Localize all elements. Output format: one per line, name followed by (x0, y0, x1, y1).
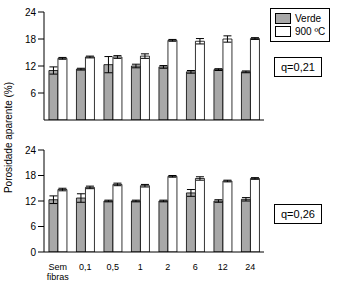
svg-text:0,5: 0,5 (106, 262, 119, 272)
svg-text:24: 24 (25, 145, 37, 156)
svg-text:6: 6 (30, 88, 36, 99)
html-text:Porosidade aparente (%): Porosidade aparente (%) (2, 81, 14, 194)
svg-text:12: 12 (218, 262, 228, 272)
svg-text:0: 0 (30, 247, 36, 258)
svg-text:24: 24 (245, 262, 255, 272)
svg-text:6: 6 (193, 262, 198, 272)
svg-text:6: 6 (30, 221, 36, 232)
html-text:Verde: Verde (295, 13, 322, 24)
svg-text:0,1: 0,1 (79, 262, 92, 272)
svg-text:18: 18 (25, 170, 37, 181)
html-text:900 ºC: 900 ºC (295, 26, 326, 37)
svg-text:18: 18 (25, 34, 37, 45)
svg-text:Semfibras: Semfibras (47, 262, 70, 282)
svg-text:2: 2 (165, 262, 170, 272)
svg-text:1: 1 (138, 262, 143, 272)
html-text:q=0,21: q=0,21 (281, 61, 315, 73)
html-text:q=0,26: q=0,26 (281, 208, 315, 220)
svg-text:24: 24 (25, 7, 37, 18)
svg-text:12: 12 (25, 61, 37, 72)
svg-text:12: 12 (25, 196, 37, 207)
